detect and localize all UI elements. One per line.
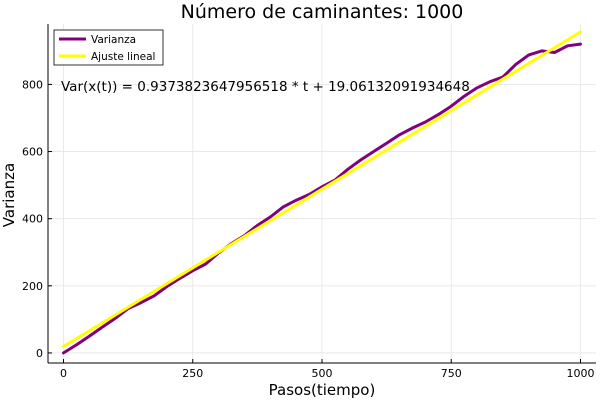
x-tick-label: 750: [441, 367, 462, 380]
series-line-ajuste-lineal: [62, 30, 582, 348]
legend-label-ajuste-lineal: Ajuste lineal: [91, 51, 155, 63]
fit-equation-annotation: Var(x(t)) = 0.9373823647956518 * t + 19.…: [61, 79, 470, 95]
legend-label-varianza: Varianza: [91, 34, 136, 46]
x-tick-label: 250: [182, 367, 203, 380]
y-tick-label: 0: [36, 347, 43, 360]
chart-title: Número de caminantes: 1000: [181, 1, 464, 23]
x-axis-title: Pasos(tiempo): [269, 381, 376, 399]
legend-box: [53, 29, 164, 66]
x-tick-label: 1000: [566, 367, 594, 380]
y-tick-label: 200: [22, 280, 43, 293]
y-tick-label: 600: [22, 146, 43, 159]
y-tick-label: 400: [22, 213, 43, 226]
x-tick-label: 0: [60, 367, 67, 380]
y-tick-label: 800: [22, 78, 43, 91]
grid: [48, 24, 596, 363]
y-ticks: 0 200 400 600 800: [22, 78, 52, 360]
series-line-varianza: [62, 42, 582, 355]
y-axis-title: Varianza: [0, 163, 18, 227]
series-layer: [62, 30, 582, 355]
legend: Varianza Ajuste lineal: [53, 29, 164, 66]
x-ticks: 0 250 500 750 1000: [60, 359, 594, 380]
x-tick-label: 500: [312, 367, 333, 380]
